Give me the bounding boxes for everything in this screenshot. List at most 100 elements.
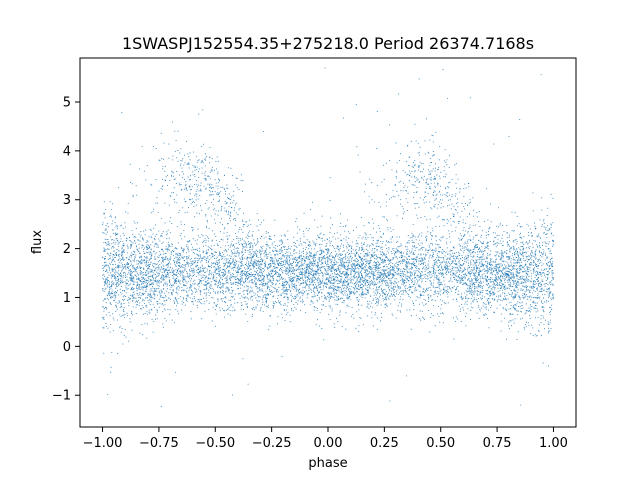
scatter-point (240, 243, 243, 245)
scatter-point (197, 301, 199, 303)
scatter-point (103, 249, 105, 252)
scatter-point (240, 272, 242, 274)
scatter-point (204, 157, 206, 159)
scatter-point (291, 267, 293, 269)
scatter-point (528, 310, 530, 312)
scatter-point (253, 267, 255, 269)
scatter-point (440, 257, 442, 259)
scatter-point (508, 308, 510, 310)
scatter-point (210, 191, 212, 193)
scatter-point (346, 277, 348, 279)
scatter-point (105, 322, 107, 324)
scatter-point (400, 252, 402, 254)
scatter-point (465, 202, 467, 204)
scatter-point (466, 284, 468, 286)
scatter-point (309, 262, 311, 264)
scatter-point (424, 270, 426, 272)
scatter-point (432, 168, 434, 170)
scatter-point (547, 291, 549, 293)
scatter-point (496, 300, 498, 302)
scatter-point (214, 191, 216, 193)
scatter-point (479, 276, 481, 278)
scatter-point (549, 260, 551, 262)
scatter-point (127, 246, 129, 248)
scatter-point (443, 160, 445, 162)
scatter-point (465, 230, 467, 232)
scatter-point (441, 300, 444, 302)
scatter-point (325, 305, 327, 307)
scatter-point (318, 298, 321, 300)
scatter-point (373, 267, 375, 269)
scatter-point (335, 276, 337, 278)
scatter-point (349, 282, 351, 284)
scatter-point (264, 297, 267, 299)
scatter-point (180, 248, 182, 250)
scatter-point (251, 316, 253, 318)
scatter-point (201, 146, 203, 148)
scatter-point (196, 291, 198, 293)
scatter-point (521, 237, 523, 239)
scatter-point (133, 294, 135, 296)
scatter-point (302, 286, 304, 288)
scatter-point (109, 301, 111, 303)
scatter-point (186, 244, 188, 246)
scatter-point (371, 218, 373, 220)
scatter-point (168, 261, 171, 263)
scatter-point (236, 274, 238, 276)
scatter-point (491, 258, 493, 260)
scatter-point (274, 247, 276, 249)
scatter-point (114, 293, 116, 295)
scatter-point (205, 215, 207, 217)
scatter-point (323, 257, 325, 259)
scatter-point (102, 306, 104, 308)
scatter-point (231, 291, 234, 293)
scatter-point (261, 278, 263, 281)
scatter-point (181, 276, 183, 278)
scatter-point (470, 255, 472, 258)
scatter-point (534, 253, 536, 255)
scatter-point (217, 173, 219, 175)
scatter-point (172, 155, 174, 157)
scatter-point (367, 305, 369, 307)
scatter-point (544, 259, 546, 261)
scatter-point (162, 277, 164, 280)
scatter-point (305, 263, 307, 265)
scatter-point (541, 272, 543, 274)
scatter-point (428, 274, 430, 276)
scatter-point (481, 269, 483, 271)
scatter-point (110, 275, 112, 277)
scatter-point (171, 250, 173, 252)
scatter-point (148, 236, 150, 238)
scatter-point (262, 250, 264, 252)
scatter-point (523, 327, 525, 329)
scatter-point (134, 256, 136, 258)
scatter-point (462, 269, 464, 271)
scatter-point (125, 282, 127, 284)
scatter-point (376, 297, 379, 299)
scatter-point (273, 263, 275, 265)
scatter-point (500, 252, 502, 254)
scatter-point (157, 269, 159, 271)
scatter-point (457, 276, 459, 278)
scatter-point (157, 202, 159, 204)
scatter-point (225, 302, 227, 304)
scatter-point (161, 271, 163, 273)
scatter-point (321, 257, 323, 259)
scatter-point (403, 213, 405, 215)
scatter-point (450, 224, 452, 226)
scatter-point (245, 249, 247, 252)
scatter-point (111, 203, 113, 205)
scatter-point (298, 252, 300, 255)
scatter-point (151, 280, 153, 282)
scatter-point (211, 253, 213, 255)
scatter-point (201, 264, 203, 266)
scatter-point (342, 225, 344, 228)
scatter-point (535, 250, 537, 252)
scatter-point (335, 263, 337, 265)
scatter-point (548, 267, 550, 269)
scatter-point (337, 262, 339, 264)
scatter-point (467, 242, 469, 244)
scatter-point (166, 233, 168, 235)
scatter-point (417, 236, 419, 238)
scatter-point (123, 307, 125, 309)
